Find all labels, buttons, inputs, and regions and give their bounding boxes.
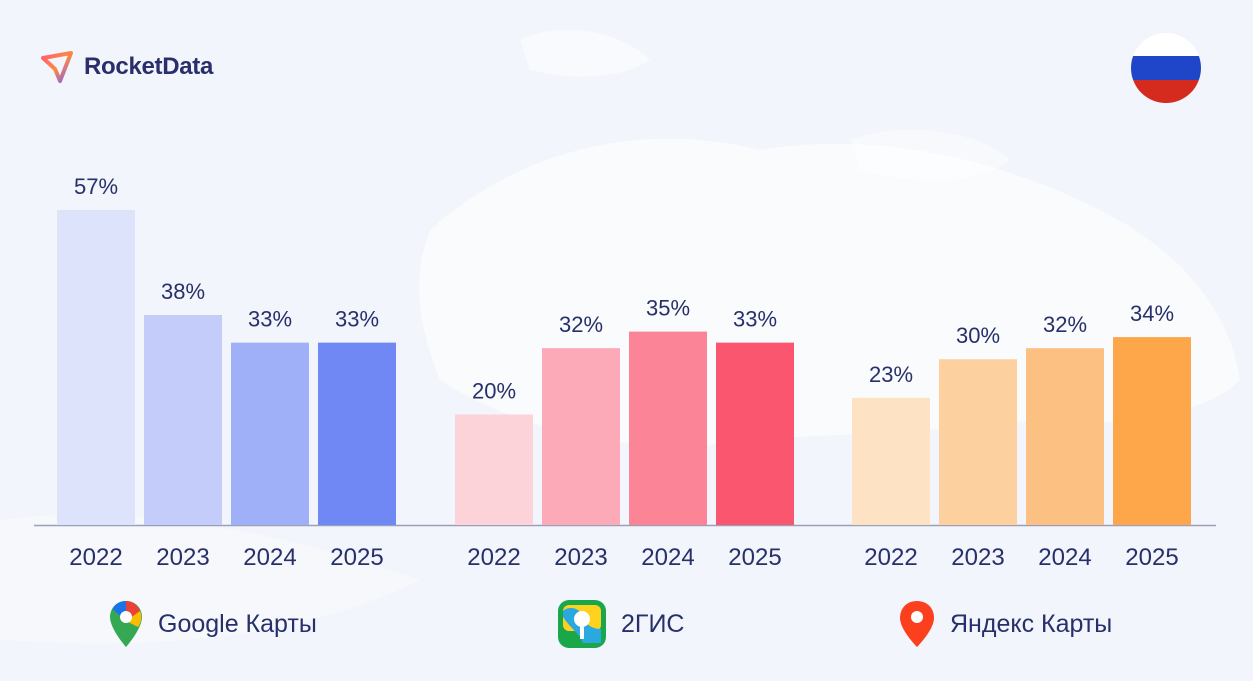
x-tick-label: 2025 [1125,544,1178,571]
bar-1-2022 [455,414,533,525]
x-tick-label: 2024 [641,544,694,571]
data-label: 33% [733,307,777,332]
data-label: 23% [869,362,913,387]
data-label: 38% [161,279,205,304]
legend-label-2gis: 2ГИС [621,609,685,638]
bar-1-2023 [542,348,620,525]
legend-label-google-maps: Google Карты [158,609,317,638]
bar-2-2023 [939,359,1017,525]
legend-2gis: 2ГИС [557,598,684,650]
data-label: 32% [1043,312,1087,337]
data-label: 57% [74,174,118,199]
bar-0-2024 [231,342,309,525]
bar-2-2025 [1113,337,1191,525]
brand-name: RocketData [84,53,214,80]
2gis-app-icon [558,600,606,648]
data-label: 30% [956,323,1000,348]
flag-stripe-red [1131,79,1201,103]
bar-1-2024 [629,331,707,525]
x-tick-label: 2022 [864,544,917,571]
x-tick-label: 2023 [554,544,607,571]
yandex-maps-pin-icon [900,601,934,647]
x-tick-label: 2023 [951,544,1004,571]
x-tick-label: 2024 [1038,544,1091,571]
bar-2-2022 [852,397,930,525]
data-label: 32% [559,312,603,337]
x-tick-label: 2023 [156,544,209,571]
legend-yandex-maps: Яндекс Карты [898,598,1112,650]
flag-stripe-blue [1131,56,1201,80]
bar-0-2023 [144,315,222,525]
x-tick-label: 2024 [243,544,296,571]
russia-flag-icon [1131,33,1201,103]
legend-google-maps: Google Карты [108,598,317,650]
flag-stripe-white [1131,33,1201,57]
rocket-logo-icon [41,51,73,83]
bar-0-2025 [318,342,396,525]
legend-label-yandex-maps: Яндекс Карты [950,609,1113,638]
brand-logo: RocketData [40,50,213,84]
x-tick-label: 2025 [728,544,781,571]
bar-0-2022 [57,210,135,525]
data-label: 33% [335,307,379,332]
data-label: 20% [472,378,516,403]
bar-1-2025 [716,342,794,525]
x-tick-label: 2022 [467,544,520,571]
data-label: 33% [248,307,292,332]
x-tick-label: 2022 [69,544,122,571]
data-label: 34% [1130,301,1174,326]
x-tick-label: 2025 [330,544,383,571]
data-label: 35% [646,296,690,321]
bar-2-2024 [1026,348,1104,525]
google-maps-pin-icon [110,601,142,647]
